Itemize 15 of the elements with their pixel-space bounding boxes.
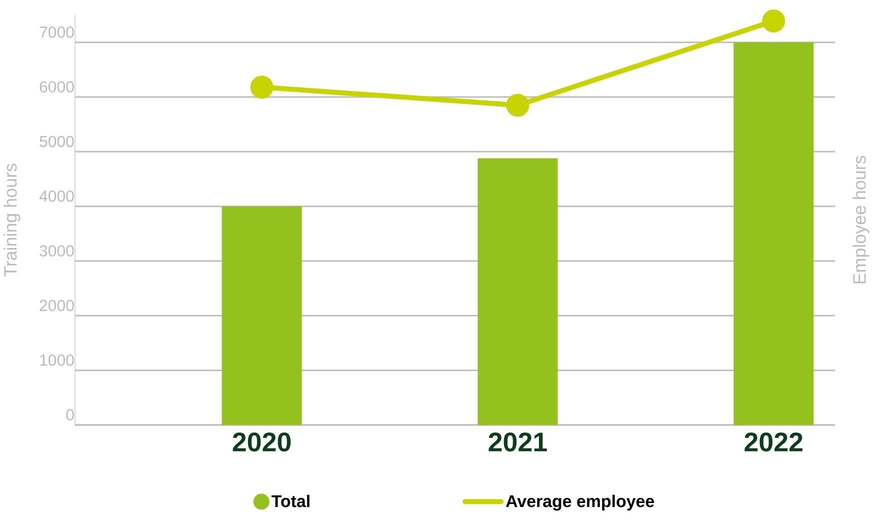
y-tick-label: 1000 [40, 354, 74, 366]
x-tick-label: 2020 [232, 432, 291, 452]
legend-label: Total [272, 494, 310, 508]
y-tick-label: 0 [66, 409, 74, 420]
y2-axis-title: Employee hours [852, 156, 870, 284]
legend-label: Average employee [506, 494, 654, 511]
y-tick-label: 4000 [39, 190, 74, 202]
y-tick-label: 2000 [40, 300, 74, 312]
y-tick-label: 6000 [40, 81, 74, 92]
x-tick-label: 2021 [488, 432, 547, 452]
y-tick-label: 5000 [40, 136, 74, 148]
y-tick-label: 3000 [40, 245, 74, 256]
y-axis-title: Training hours [4, 164, 20, 277]
y-tick-label: 7000 [40, 26, 74, 38]
x-tick-label: 2022 [744, 432, 802, 452]
